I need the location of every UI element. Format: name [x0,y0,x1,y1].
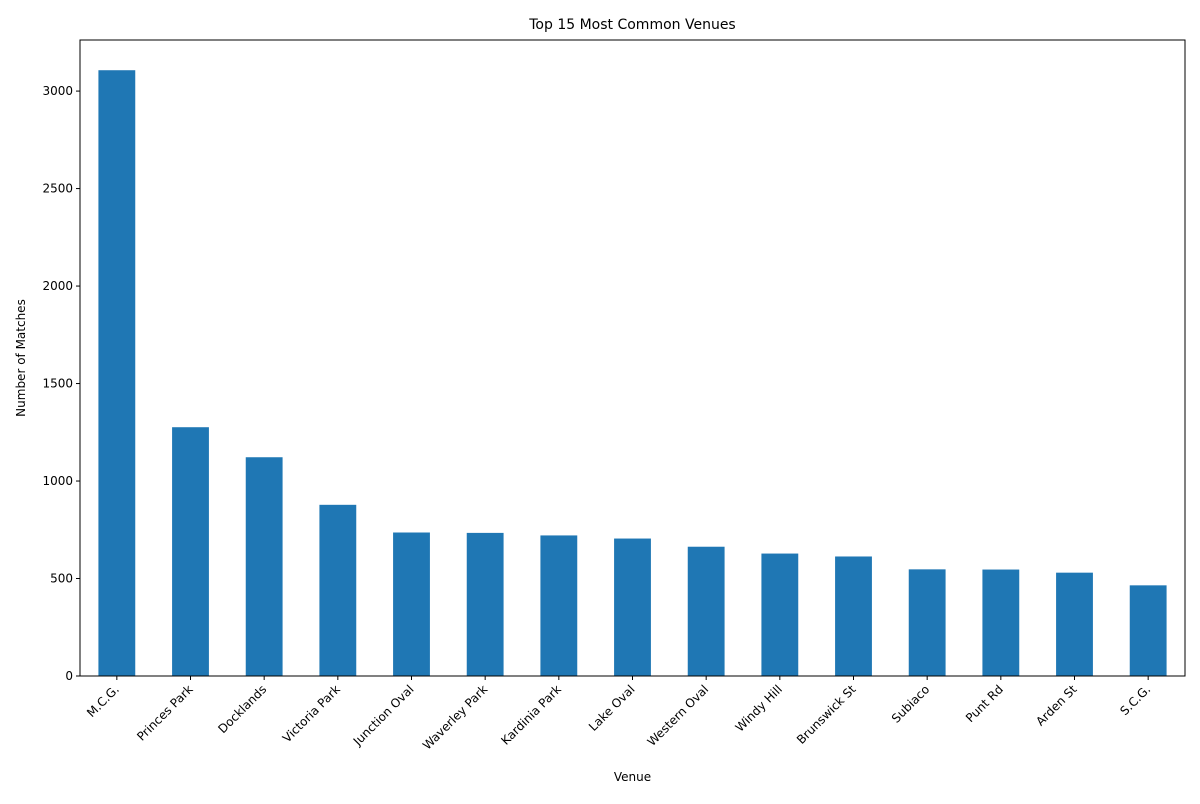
y-axis-label: Number of Matches [14,299,28,417]
plot-frame [79,39,1186,677]
bar-8 [687,546,725,676]
chart-title: Top 15 Most Common Venues [528,17,735,33]
bar-1 [172,427,209,676]
y-tick-label: 500 [50,572,73,586]
bar-14 [1129,585,1167,676]
y-tick-label: 1500 [42,377,73,391]
y-tick-label: 2000 [42,279,73,293]
bar-0 [98,70,136,677]
bar-11 [908,569,946,676]
y-tick-label: 1000 [42,474,73,488]
bar-4 [393,532,430,676]
y-tick-label: 2500 [42,182,73,196]
bar-12 [982,569,1020,676]
bar-2 [245,457,283,676]
bar-5 [466,532,504,676]
bar-6 [540,535,578,676]
bar-10 [835,556,872,676]
bar-3 [319,504,357,676]
bars-layer [98,70,1167,677]
x-axis-label: Venue [614,770,651,784]
bar-13 [1056,572,1093,676]
y-tick-label: 3000 [42,84,73,98]
y-axis: 0 500 1000 1500 2000 2500 3000 [42,84,80,683]
y-tick-label: 0 [65,669,73,683]
bar-7 [614,538,651,676]
bar-9 [761,553,799,676]
